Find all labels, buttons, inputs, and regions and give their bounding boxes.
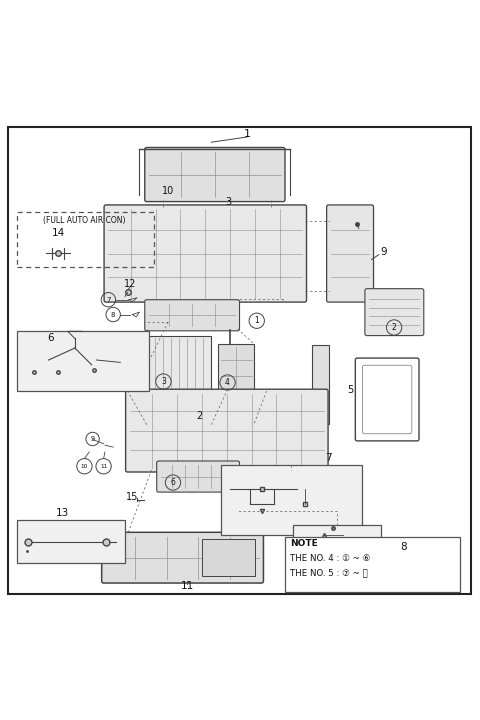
FancyBboxPatch shape [126, 390, 328, 472]
Text: 7: 7 [106, 297, 110, 302]
FancyBboxPatch shape [145, 148, 285, 202]
Text: 10: 10 [81, 464, 88, 469]
Text: 2: 2 [196, 411, 203, 421]
Text: 11: 11 [181, 581, 194, 591]
Bar [312, 345, 328, 423]
Text: 7: 7 [325, 453, 332, 463]
Bar [221, 465, 362, 535]
FancyBboxPatch shape [326, 205, 373, 302]
Text: THE NO. 5 : ⑦ ~ ⑫: THE NO. 5 : ⑦ ~ ⑫ [290, 568, 368, 577]
Bar [147, 336, 211, 425]
Text: 11: 11 [100, 464, 107, 469]
Bar [17, 521, 125, 564]
Bar [99, 353, 118, 372]
Text: 3: 3 [161, 377, 166, 386]
Text: 8: 8 [111, 312, 115, 318]
FancyBboxPatch shape [145, 300, 240, 330]
Text: 1: 1 [254, 316, 259, 325]
Text: 3: 3 [225, 197, 231, 207]
Text: 5: 5 [347, 384, 353, 395]
Text: 2: 2 [392, 323, 396, 332]
Text: 13: 13 [56, 508, 70, 518]
Bar [29, 351, 48, 369]
Text: 9: 9 [380, 247, 387, 257]
Text: NOTE: NOTE [290, 539, 318, 549]
Text: 15: 15 [126, 492, 138, 503]
Text: THE NO. 4 : ① ~ ⑥: THE NO. 4 : ① ~ ⑥ [290, 554, 371, 563]
FancyBboxPatch shape [102, 532, 264, 583]
Text: 12: 12 [124, 279, 136, 289]
Bar [202, 539, 255, 576]
FancyBboxPatch shape [104, 205, 307, 302]
FancyBboxPatch shape [365, 289, 424, 336]
Bar [218, 344, 254, 423]
Text: 14: 14 [51, 228, 65, 238]
Text: 6: 6 [170, 478, 175, 487]
Text: 9: 9 [91, 436, 95, 442]
Text: 10: 10 [162, 186, 174, 196]
Bar [300, 535, 367, 561]
Text: 6: 6 [48, 333, 54, 343]
Bar [286, 537, 460, 592]
Text: (FULL AUTO AIR CON): (FULL AUTO AIR CON) [43, 216, 126, 225]
FancyBboxPatch shape [157, 461, 240, 492]
Text: 4: 4 [225, 378, 230, 387]
Text: 1: 1 [244, 129, 251, 139]
Text: 8: 8 [400, 541, 407, 552]
Bar [17, 331, 149, 391]
Bar [293, 525, 381, 568]
